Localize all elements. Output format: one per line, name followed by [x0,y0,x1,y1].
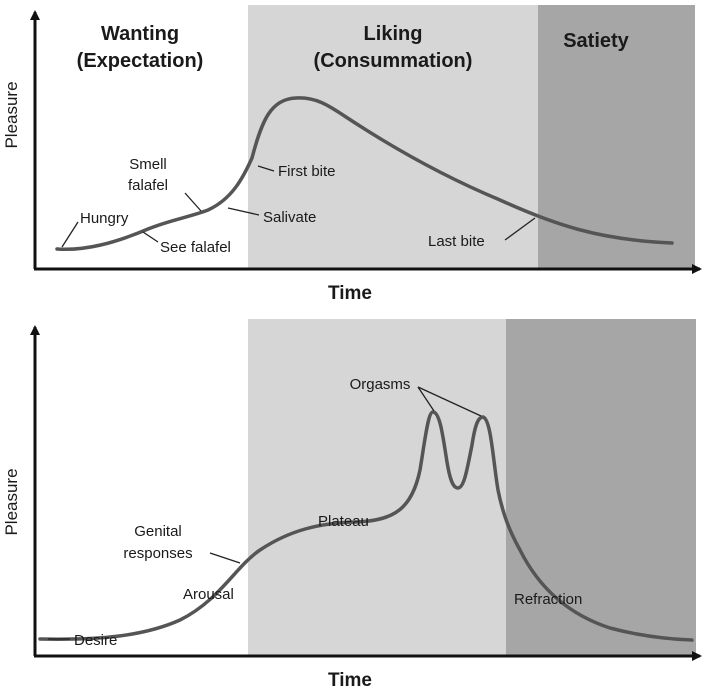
last-bite-leader [504,217,536,241]
orgasm-left-leader [417,386,435,412]
bottom-y-axis-label: Pleasure [2,468,21,535]
phase-subtitle-wanting: (Expectation) [77,50,204,72]
annotation-plateau: Plateau [318,513,369,530]
annotation-orgasms: Orgasms [350,376,411,393]
top-leader-lines [61,165,536,248]
annotation-last-bite: Last bite [428,233,485,250]
annotation-arousal: Arousal [183,586,234,603]
first-bite-leader [257,165,275,172]
sexual-pleasure-curve [38,410,694,642]
annotation-first-bite: First bite [278,163,336,180]
genital-responses-leader [209,552,241,564]
hungry-leader [61,221,79,248]
bottom-leader-lines [48,386,482,640]
bottom-panel: Pleasure Time Desire Genital responses A… [2,319,702,690]
annotation-hungry: Hungry [80,210,129,227]
annotation-refraction: Refraction [514,591,582,608]
plateau-phase-band [248,319,506,656]
phase-title-wanting: Wanting [101,23,179,45]
food-pleasure-curve [55,96,674,252]
annotation-genital: Genital [134,523,182,540]
top-x-axis-label: Time [328,283,372,304]
salivate-leader [227,207,260,216]
phase-title-satiety: Satiety [563,30,629,52]
liking-phase-band [248,5,538,269]
refraction-phase-band [506,319,696,656]
annotation-responses: responses [123,545,192,562]
phase-title-liking: Liking [364,23,423,45]
annotation-smell: Smell [129,156,167,173]
phase-subtitle-liking: (Consummation) [314,50,473,72]
see-falafel-leader [142,231,159,243]
orgasm-right-leader [417,386,482,417]
annotation-salivate: Salivate [263,209,316,226]
bottom-x-axis-label: Time [328,670,372,690]
annotation-see-falafel: See falafel [160,239,231,256]
annotation-desire: Desire [74,632,117,649]
smell-falafel-leader [184,192,202,212]
annotation-falafel: falafel [128,177,168,194]
top-y-axis-label: Pleasure [2,81,21,148]
top-panel: Wanting (Expectation) Liking (Consummati… [2,5,702,304]
